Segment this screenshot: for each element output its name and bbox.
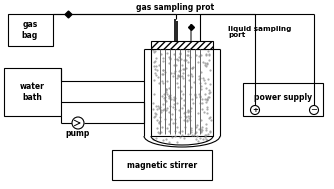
Bar: [151, 41, 213, 49]
Circle shape: [72, 117, 84, 129]
Text: magnetic stirrer: magnetic stirrer: [127, 160, 197, 170]
Bar: [4, 68, 61, 116]
Bar: [243, 83, 323, 116]
Bar: [151, 49, 213, 136]
Bar: [8, 14, 53, 46]
Text: liquid sampling
port: liquid sampling port: [228, 26, 291, 39]
Text: pump: pump: [66, 129, 90, 139]
Text: power supply: power supply: [254, 94, 312, 102]
Text: water
bath: water bath: [20, 82, 44, 102]
Circle shape: [250, 105, 260, 115]
Text: gas sampling prot: gas sampling prot: [136, 4, 214, 12]
Text: +: +: [252, 107, 258, 113]
Circle shape: [310, 105, 319, 115]
Bar: [112, 150, 212, 180]
Text: gas
bag: gas bag: [22, 20, 38, 40]
Text: −: −: [311, 105, 318, 115]
